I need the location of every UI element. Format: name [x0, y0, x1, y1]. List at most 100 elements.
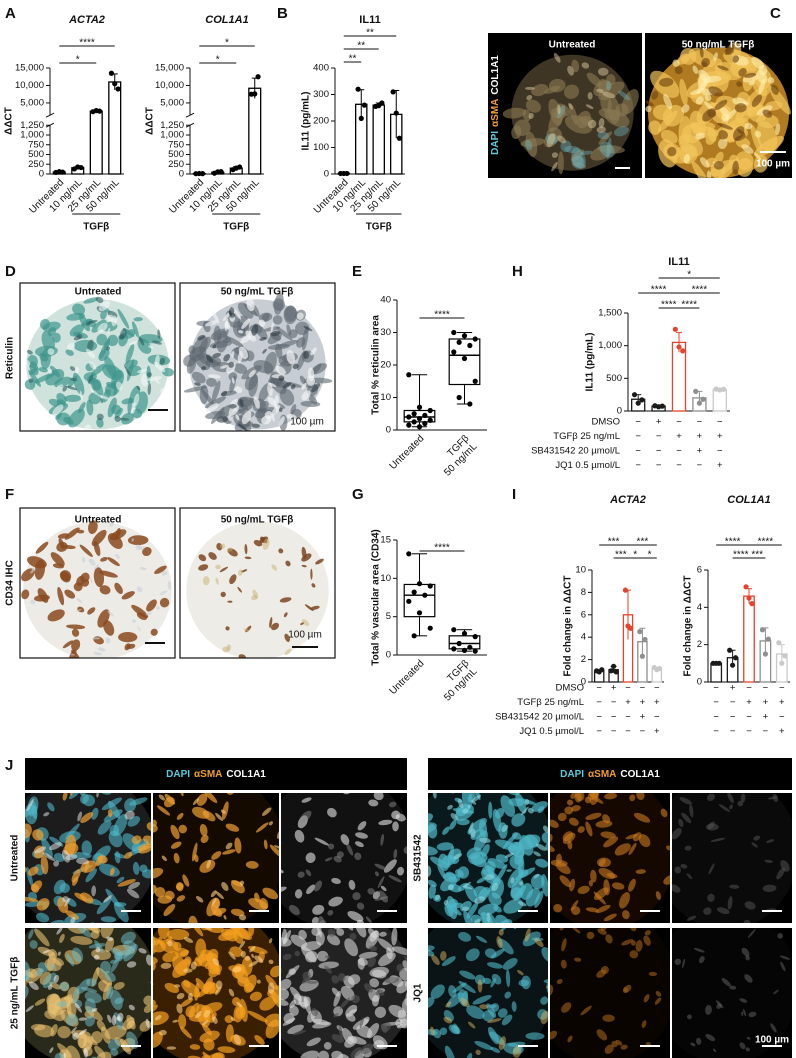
tissue-detail	[153, 1004, 158, 1013]
tissue-detail	[204, 320, 219, 327]
tissue-detail	[204, 396, 227, 409]
tissue-detail	[374, 863, 388, 871]
tissue-detail	[170, 824, 180, 840]
tissue-detail	[457, 798, 464, 809]
y-tick-label: 200	[313, 116, 329, 127]
tissue-detail	[753, 152, 762, 161]
tissue-detail	[267, 382, 273, 396]
tissue-detail	[35, 541, 49, 554]
tissue-detail	[331, 975, 339, 984]
tissue-detail	[40, 349, 51, 370]
tissue-detail	[351, 994, 360, 1004]
tissue-detail	[764, 859, 773, 863]
tissue-detail	[604, 793, 617, 800]
significance-label: ***	[637, 537, 649, 548]
tissue-detail	[296, 312, 304, 320]
treatment-sign: +	[779, 726, 785, 737]
y-tick-label: 30	[380, 327, 391, 338]
tissue-detail	[100, 309, 107, 320]
y-tick-label: 1,250	[160, 120, 184, 131]
tissue-detail	[571, 59, 580, 73]
tissue-detail	[359, 1017, 364, 1029]
column-label: 50 ng/mL TGFβ	[221, 287, 294, 298]
tissue-detail	[482, 977, 492, 985]
tissue-detail	[56, 928, 63, 935]
tissue-detail	[378, 890, 389, 903]
chart-title: IL11	[668, 256, 689, 268]
tissue-detail	[729, 985, 737, 990]
tissue-detail	[192, 797, 200, 806]
tissue-detail	[666, 845, 670, 851]
data-point	[416, 416, 423, 422]
tissue-detail	[436, 842, 454, 851]
tissue-detail	[324, 965, 332, 974]
treatment-sign: −	[779, 683, 785, 694]
tissue-detail	[527, 807, 534, 814]
tissue-detail	[603, 913, 617, 922]
stain-legend: DAPI αSMA COL1A1	[560, 769, 660, 780]
tissue-detail	[598, 868, 616, 880]
tissue-detail	[195, 1010, 202, 1019]
tissue-detail	[566, 799, 574, 806]
tissue-detail	[286, 350, 295, 365]
tissue-detail	[618, 90, 631, 101]
tissue-detail	[472, 918, 481, 923]
tissue-detail	[109, 521, 115, 527]
data-point	[467, 342, 473, 349]
tissue-detail	[140, 373, 148, 387]
treatment-sign: −	[656, 431, 662, 442]
data-point	[627, 625, 634, 631]
data-point	[255, 74, 261, 80]
tissue-detail	[396, 963, 404, 972]
tissue-detail	[346, 843, 354, 856]
tissue-detail	[481, 914, 496, 923]
micrograph	[180, 508, 335, 658]
treatment-sign: −	[635, 431, 641, 442]
tissue-detail	[590, 145, 613, 161]
tissue-detail	[581, 62, 590, 69]
tissue-detail	[85, 1015, 96, 1027]
tissue-detail	[201, 366, 207, 371]
tissue-detail	[75, 366, 80, 374]
tissue-detail	[514, 119, 531, 137]
tissue-detail	[127, 396, 133, 415]
tissue-detail	[474, 1040, 494, 1051]
treatment-sign: −	[697, 417, 703, 428]
treatment-sign: −	[730, 712, 736, 723]
tissue-detail	[247, 1010, 268, 1023]
tissue-detail	[87, 607, 96, 615]
data-point	[108, 70, 115, 76]
tissue-detail	[580, 1005, 592, 1016]
tissue-detail	[190, 961, 197, 970]
tissue-detail	[208, 948, 219, 960]
tissue-detail	[166, 1046, 177, 1050]
tissue-detail	[212, 958, 220, 966]
data-point	[782, 653, 788, 659]
tissue-detail	[132, 619, 136, 623]
tissue-detail	[106, 346, 110, 351]
tissue-detail	[596, 1029, 608, 1041]
treatment-sign: −	[746, 712, 752, 723]
tissue-detail	[448, 985, 457, 998]
tissue-detail	[466, 901, 479, 919]
tissue-detail	[192, 842, 198, 862]
tissue-detail	[91, 637, 101, 640]
tissue-detail	[30, 570, 34, 574]
tissue-detail	[437, 864, 447, 880]
tissue-detail	[312, 1021, 332, 1029]
tissue-detail	[267, 343, 290, 350]
tissue-detail	[237, 569, 243, 576]
tissue-detail	[470, 800, 477, 805]
tissue-detail	[217, 1046, 236, 1053]
tissue-detail	[638, 834, 651, 848]
tissue-detail	[154, 354, 160, 367]
tissue-detail	[238, 423, 248, 431]
tissue-detail	[25, 359, 31, 366]
data-point	[467, 644, 473, 650]
bar	[712, 388, 727, 412]
tissue-detail	[338, 973, 346, 982]
tissue-detail	[714, 99, 728, 110]
tissue-detail	[534, 937, 544, 948]
data-point	[776, 640, 782, 646]
significance-label: ****	[725, 537, 741, 548]
